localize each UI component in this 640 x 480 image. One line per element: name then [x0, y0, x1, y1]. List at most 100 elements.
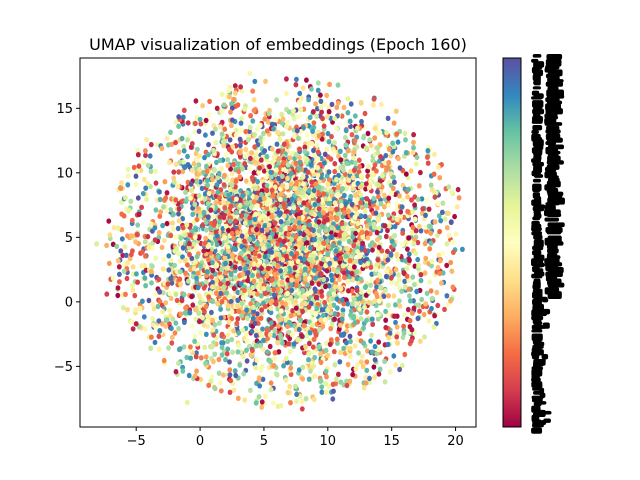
scatter-point: [345, 225, 351, 231]
scatter-point: [437, 258, 443, 264]
scatter-point: [329, 234, 334, 241]
scatter-point: [126, 207, 132, 213]
scatter-point: [227, 94, 232, 100]
scatter-point: [226, 87, 231, 94]
scatter-point: [271, 154, 277, 160]
scatter-point: [283, 167, 288, 173]
scatter-point: [248, 387, 253, 393]
scatter-point: [251, 97, 257, 103]
scatter-point: [307, 340, 312, 347]
scatter-point: [332, 139, 337, 146]
scatter-point: [284, 90, 289, 97]
scatter-point: [413, 161, 419, 167]
scatter-point: [319, 293, 325, 299]
scatter-point: [399, 204, 405, 210]
scatter-point: [306, 304, 312, 310]
scatter-point: [446, 232, 452, 239]
scatter-point: [384, 130, 389, 136]
scatter-point: [244, 178, 249, 184]
scatter-point: [278, 191, 284, 197]
scatter-point: [362, 304, 367, 311]
scatter-point: [418, 272, 424, 278]
scatter-point: [309, 280, 315, 286]
scatter-point: [201, 209, 207, 216]
scatter-point: [304, 207, 310, 213]
scatter-point: [315, 87, 321, 94]
scatter-point: [224, 290, 230, 296]
scatter-point: [319, 307, 325, 313]
scatter-point: [308, 289, 314, 296]
scatter-point: [259, 307, 264, 313]
scatter-point: [394, 324, 400, 330]
scatter-point: [255, 178, 260, 185]
scatter-point: [313, 101, 318, 107]
scatter-point: [341, 232, 347, 238]
scatter-point: [338, 379, 344, 385]
scatter-point: [225, 157, 231, 163]
scatter-point: [262, 148, 268, 154]
scatter-point: [348, 101, 354, 107]
scatter-point: [278, 219, 284, 225]
scatter-point: [145, 162, 151, 169]
scatter-point: [180, 225, 186, 231]
scatter-point: [275, 129, 281, 136]
scatter-point: [204, 177, 210, 184]
scatter-point: [297, 154, 302, 161]
scatter-point: [402, 130, 408, 137]
scatter-point: [181, 148, 187, 154]
scatter-point: [446, 210, 451, 216]
scatter-point: [283, 377, 289, 383]
scatter-point: [347, 353, 353, 360]
scatter-point: [362, 213, 368, 220]
scatter-point: [343, 127, 349, 134]
scatter-point: [416, 183, 422, 189]
scatter-point: [203, 354, 209, 360]
scatter-point: [334, 176, 339, 183]
scatter-point: [259, 293, 264, 299]
scatter-point: [283, 301, 288, 307]
scatter-point: [271, 192, 276, 198]
scatter-point: [385, 212, 391, 218]
scatter-point: [345, 96, 351, 102]
scatter-point: [192, 129, 198, 135]
scatter-point: [231, 387, 237, 393]
scatter-point: [401, 330, 407, 336]
scatter-point: [210, 327, 216, 333]
scatter-point: [244, 358, 250, 364]
scatter-point: [187, 232, 193, 238]
scatter-point: [219, 91, 225, 98]
scatter-point: [444, 241, 450, 247]
scatter-point: [323, 263, 328, 269]
scatter-point: [252, 256, 258, 262]
scatter-point: [206, 112, 212, 118]
scatter-point: [253, 343, 259, 349]
scatter-point: [328, 272, 334, 279]
scatter-point: [300, 287, 306, 294]
scatter-point: [141, 314, 147, 320]
scatter-point: [176, 206, 182, 212]
scatter-point: [210, 259, 216, 266]
scatter-point: [238, 120, 244, 126]
scatter-point: [317, 326, 322, 333]
scatter-point: [115, 225, 121, 231]
scatter-point: [363, 145, 369, 151]
scatter-point: [221, 214, 227, 221]
scatter-point: [169, 141, 175, 147]
scatter-point: [147, 153, 153, 159]
scatter-point: [281, 159, 286, 166]
scatter-point: [194, 253, 200, 260]
scatter-point: [299, 406, 305, 412]
scatter-point: [230, 117, 235, 123]
scatter-point: [138, 167, 144, 173]
scatter-point: [239, 115, 245, 122]
scatter-point: [369, 316, 375, 322]
scatter-point: [240, 327, 246, 333]
scatter-point: [416, 223, 422, 230]
scatter-point: [346, 288, 351, 294]
scatter-point: [205, 201, 211, 207]
scatter-point: [241, 371, 247, 377]
scatter-point: [411, 241, 417, 247]
scatter-point: [316, 206, 322, 212]
scatter-point: [277, 136, 283, 142]
scatter-point: [449, 268, 455, 274]
